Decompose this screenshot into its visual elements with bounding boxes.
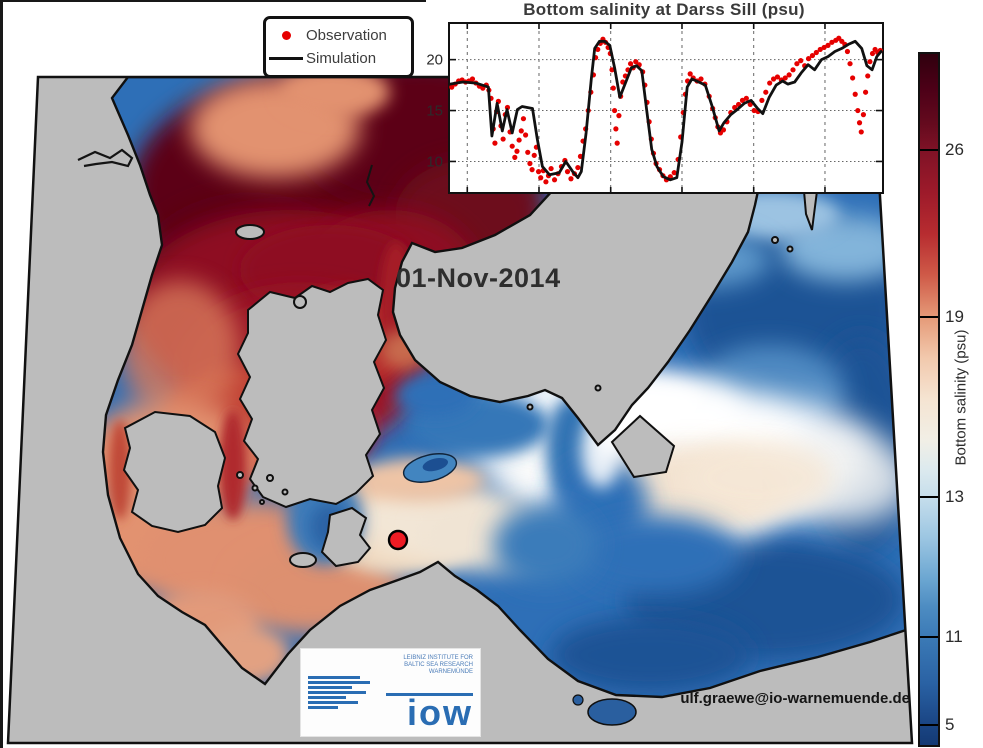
island-zealand	[236, 277, 388, 509]
iow-acronym: iow	[386, 693, 473, 731]
inset-chart-title: Bottom salinity at Darss Sill (psu)	[523, 0, 805, 19]
island-anholt	[293, 295, 307, 309]
colorbar-axis-label: Bottom salinity (psu)	[952, 329, 970, 466]
colorbar-tick	[920, 636, 938, 639]
colorbar-tick	[920, 149, 938, 152]
legend-label-simulation: Simulation	[306, 50, 377, 67]
colorbar-tick	[920, 495, 938, 498]
legend-label-observation: Observation	[306, 27, 387, 44]
svg-text:10: 10	[426, 153, 443, 170]
station-marker-darss-sill	[387, 529, 409, 551]
colorbar: 26 19 13 11 5	[918, 52, 964, 747]
iow-institute-name: LEIBNIZ INSTITUTE FOR BALTIC SEA RESEARCH…	[403, 655, 473, 675]
island-laesoe	[235, 224, 265, 240]
island-bornholm	[610, 414, 676, 479]
black-line-icon	[266, 56, 306, 61]
inset-chart: 10 15 20	[426, 22, 884, 194]
legend-item-simulation: Simulation	[266, 49, 411, 69]
svg-text:20: 20	[426, 52, 443, 69]
svg-text:15: 15	[426, 103, 443, 120]
colorbar-tick	[920, 316, 938, 319]
screen-edge-left	[0, 0, 3, 748]
date-label: 01-Nov-2014	[396, 263, 561, 293]
screen-edge-top	[0, 0, 426, 2]
legend-item-observation: Observation	[266, 26, 411, 46]
island-falster	[320, 506, 372, 568]
arkona-deep-lagoon	[402, 453, 458, 483]
colorbar-tick-label: 26	[945, 140, 964, 160]
archipelago-line	[365, 164, 376, 207]
credit-email: ulf.graewe@io-warnemuende.de	[680, 690, 910, 707]
limfjord-line	[77, 148, 134, 168]
island-lolland	[289, 552, 317, 568]
islands	[122, 190, 819, 568]
red-dot-icon	[266, 31, 306, 40]
legend: Observation Simulation	[263, 16, 414, 78]
iow-logo-stripes	[308, 655, 380, 730]
iow-logo: LEIBNIZ INSTITUTE FOR BALTIC SEA RESEARCH…	[300, 648, 481, 737]
colorbar-tick-label: 19	[945, 307, 964, 327]
small-lagoon	[572, 694, 584, 706]
szczecin-lagoon	[587, 698, 637, 726]
colorbar-tick-label: 11	[945, 627, 963, 647]
colorbar-tick-label: 5	[945, 714, 955, 734]
colorbar-tick	[920, 723, 938, 726]
colorbar-tick-label: 13	[945, 486, 964, 506]
island-funen	[122, 410, 227, 534]
